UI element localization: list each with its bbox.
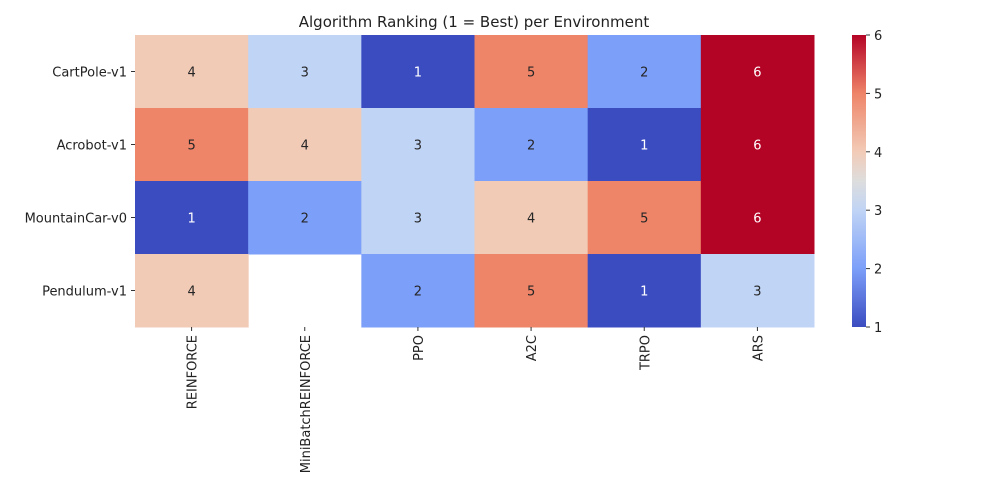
chart-title: Algorithm Ranking (1 = Best) per Environ… bbox=[299, 13, 650, 31]
column-labels: REINFORCE MiniBatchREINFORCE PPO A2C TRPO ARS bbox=[186, 327, 766, 473]
cell-value-label: 2 bbox=[527, 139, 535, 154]
colorbar: 1 2 3 4 5 6 bbox=[852, 29, 882, 336]
column-label: A2C bbox=[525, 335, 540, 361]
row-label: CartPole-v1 bbox=[52, 66, 127, 81]
column-label: PPO bbox=[412, 335, 427, 361]
cell-value-label: 3 bbox=[301, 66, 309, 81]
row-labels: CartPole-v1 Acrobot-v1 MountainCar-v0 Pendu… bbox=[25, 66, 135, 300]
column-label: REINFORCE bbox=[186, 335, 201, 409]
row-label: Acrobot-v1 bbox=[57, 139, 127, 154]
colorbar-gradient bbox=[852, 35, 866, 327]
cell-value-label: 1 bbox=[414, 66, 422, 81]
cell-value-label: 2 bbox=[301, 212, 309, 227]
cell-value-label: 5 bbox=[640, 212, 648, 227]
heatmap-cell bbox=[248, 181, 362, 255]
colorbar-tick-label: 6 bbox=[874, 29, 882, 44]
row-label: MountainCar-v0 bbox=[25, 212, 127, 227]
heatmap-cell bbox=[474, 181, 589, 255]
cell-value-label: 5 bbox=[527, 66, 535, 81]
heatmap-cell bbox=[587, 108, 702, 182]
heatmap-cell bbox=[474, 108, 589, 182]
heatmap-cells: 4 3 1 5 2 6 5 4 3 2 1 6 1 2 3 4 5 6 4 2 5 1 3 bbox=[135, 35, 815, 328]
heatmap-cell bbox=[700, 35, 815, 109]
column-label: TRPO bbox=[638, 335, 653, 371]
heatmap-cell bbox=[248, 35, 362, 109]
colorbar-tick-label: 4 bbox=[874, 146, 882, 161]
heatmap-cell bbox=[587, 35, 702, 109]
heatmap-cell bbox=[135, 35, 249, 109]
heatmap-cell bbox=[361, 254, 475, 328]
heatmap-cell bbox=[700, 108, 815, 182]
column-label: ARS bbox=[751, 335, 766, 361]
heatmap-cell bbox=[361, 35, 475, 109]
cell-value-label: 2 bbox=[414, 285, 422, 300]
heatmap-cell bbox=[248, 108, 362, 182]
cell-value-label: 3 bbox=[753, 285, 761, 300]
colorbar-tick-label: 1 bbox=[874, 321, 882, 336]
cell-value-label: 6 bbox=[753, 66, 761, 81]
cell-value-label: 4 bbox=[301, 139, 309, 154]
heatmap-cell bbox=[135, 254, 249, 328]
heatmap-cell bbox=[587, 181, 702, 255]
heatmap-cell bbox=[474, 35, 589, 109]
cell-value-label: 5 bbox=[527, 285, 535, 300]
cell-value-label: 1 bbox=[640, 139, 648, 154]
cell-value-label: 3 bbox=[414, 139, 422, 154]
cell-value-label: 4 bbox=[527, 212, 535, 227]
cell-value-label: 6 bbox=[753, 212, 761, 227]
heatmap-cell bbox=[361, 108, 475, 182]
cell-value-label: 3 bbox=[414, 212, 422, 227]
column-label: MiniBatchREINFORCE bbox=[299, 335, 314, 473]
heatmap-cell bbox=[361, 181, 475, 255]
heatmap-cell bbox=[135, 108, 249, 182]
cell-value-label: 1 bbox=[187, 212, 195, 227]
cell-value-label: 4 bbox=[187, 66, 195, 81]
colorbar-tick-label: 3 bbox=[874, 204, 882, 219]
colorbar-tick-label: 2 bbox=[874, 263, 882, 278]
heatmap-cell bbox=[474, 254, 589, 328]
heatmap-cell bbox=[135, 181, 249, 255]
heatmap-cell bbox=[700, 181, 815, 255]
cell-value-label: 1 bbox=[640, 285, 648, 300]
cell-value-label: 5 bbox=[187, 139, 195, 154]
colorbar-tick-label: 5 bbox=[874, 87, 882, 102]
heatmap-cell bbox=[700, 254, 815, 328]
cell-value-label: 2 bbox=[640, 66, 648, 81]
heatmap-cell bbox=[587, 254, 702, 328]
row-label: Pendulum-v1 bbox=[42, 285, 127, 300]
cell-value-label: 4 bbox=[187, 285, 195, 300]
cell-value-label: 6 bbox=[753, 139, 761, 154]
